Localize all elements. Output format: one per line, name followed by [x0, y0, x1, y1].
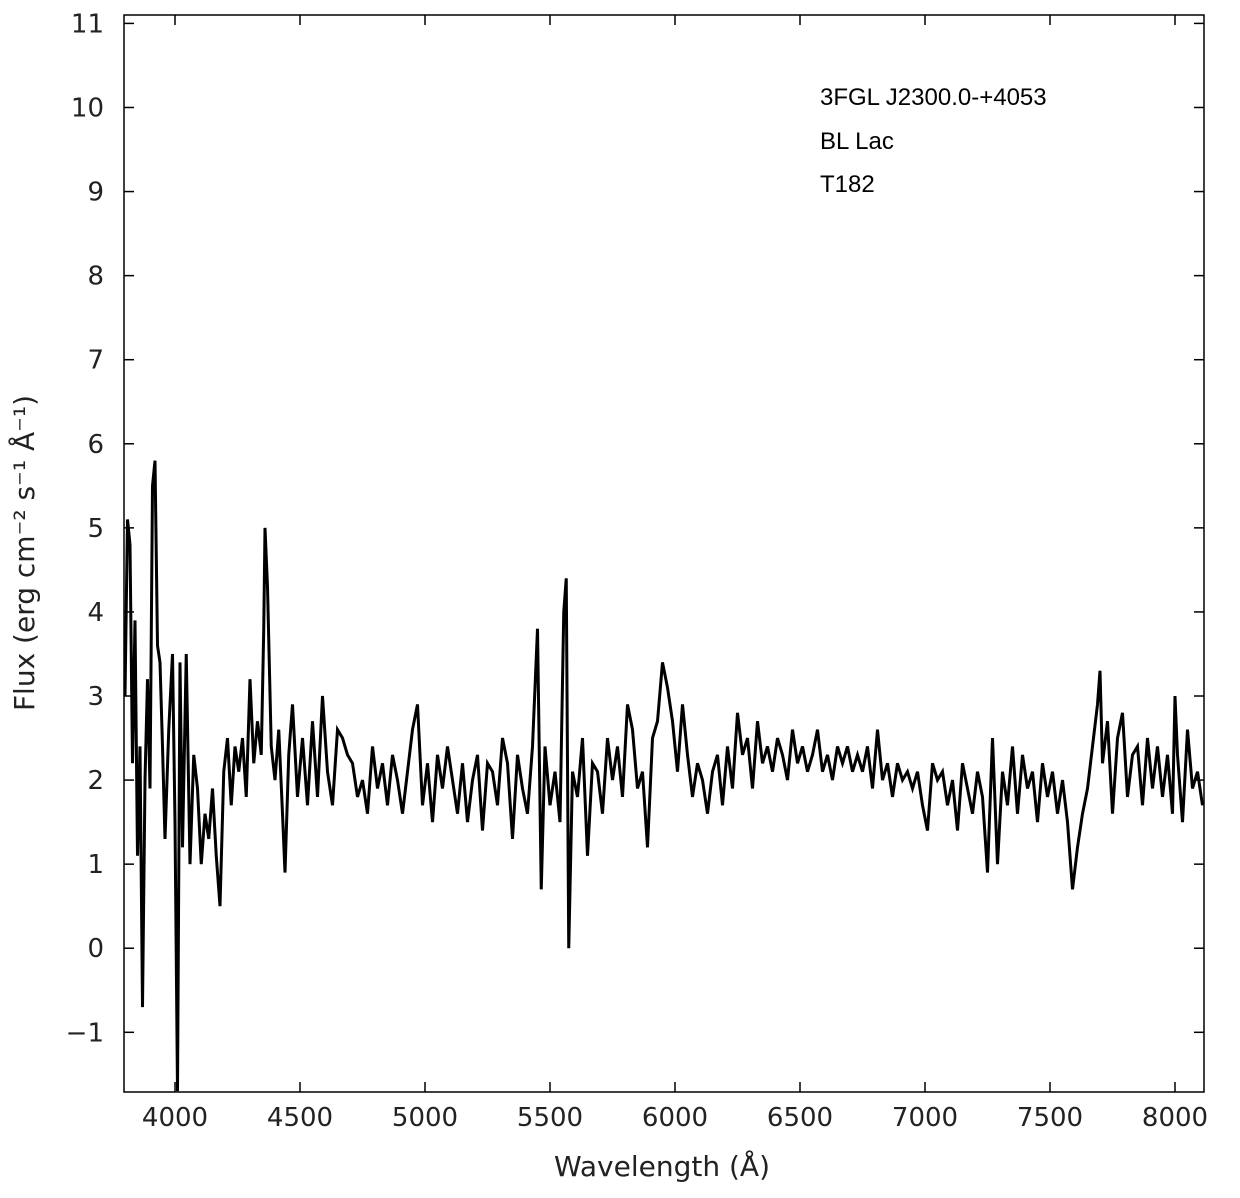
x-tick-label: 8000: [1142, 1103, 1208, 1133]
y-tick-label: 7: [87, 346, 104, 376]
y-tick-label: 6: [87, 430, 104, 460]
x-tick-label: 7500: [1017, 1103, 1083, 1133]
y-tick-label: 2: [87, 766, 104, 796]
y-tick-label: 11: [71, 9, 104, 39]
x-axis-label: Wavelength (Å): [554, 1149, 770, 1183]
y-tick-label: 10: [71, 93, 104, 123]
y-tick-label: 9: [87, 178, 104, 208]
y-tick-label: 4: [87, 598, 104, 628]
y-tick-label: 1: [87, 850, 104, 880]
x-tick-label: 4000: [142, 1103, 208, 1133]
y-tick-label: −1: [66, 1018, 104, 1048]
x-tick-label: 7000: [892, 1103, 958, 1133]
annotation: T182: [820, 171, 875, 198]
y-tick-label: 8: [87, 262, 104, 292]
y-tick-label: 5: [87, 514, 104, 544]
annotation: 3FGL J2300.0-+4053: [820, 84, 1047, 111]
y-tick-label: 0: [87, 934, 104, 964]
plot-frame: [123, 14, 1205, 1093]
annotation: BL Lac: [820, 128, 894, 155]
x-tick-label: 4500: [267, 1103, 333, 1133]
x-tick-label: 6000: [642, 1103, 708, 1133]
x-tick-label: 5500: [517, 1103, 583, 1133]
y-tick-label: 3: [87, 682, 104, 712]
x-tick-label: 5000: [392, 1103, 458, 1133]
x-tick-label: 6500: [767, 1103, 833, 1133]
y-axis-label: Flux (erg cm⁻² s⁻¹ Å⁻¹): [7, 395, 41, 711]
spectrum-line: [124, 460, 1204, 1092]
